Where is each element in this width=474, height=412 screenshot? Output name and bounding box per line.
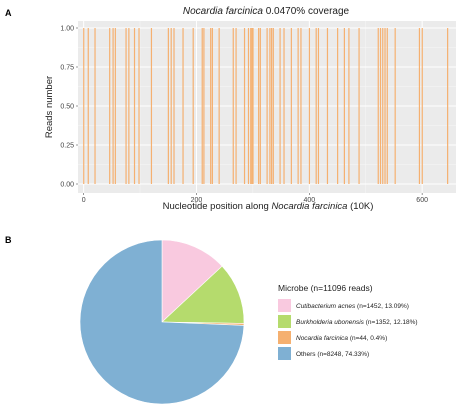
coverage-bar bbox=[87, 28, 89, 184]
y-tick-labels: 0.00 0.25 0.50 0.75 1.00 bbox=[60, 26, 78, 189]
coverage-bar bbox=[384, 28, 386, 184]
legend-entry: Nocardia farcinica (n=44, 0.4%) bbox=[296, 335, 387, 342]
coverage-bar bbox=[337, 28, 339, 184]
coverage-bar bbox=[317, 28, 320, 184]
coverage-bar bbox=[421, 28, 423, 184]
y-tick-label: 0.50 bbox=[60, 104, 74, 111]
coverage-bar bbox=[109, 28, 111, 184]
coverage-bar bbox=[386, 28, 388, 184]
coverage-bar bbox=[201, 28, 203, 184]
legend-title: Microbe (n=11096 reads) bbox=[278, 283, 373, 293]
coverage-bar bbox=[358, 28, 360, 184]
legend-swatch bbox=[278, 347, 291, 360]
coverage-bar bbox=[279, 28, 281, 184]
panel-label-b: B bbox=[5, 235, 12, 245]
coverage-bar bbox=[211, 28, 213, 184]
panel-label-a: A bbox=[5, 8, 12, 18]
coverage-bars bbox=[83, 28, 449, 184]
y-tick-label: 0.00 bbox=[60, 182, 74, 189]
coverage-bar bbox=[348, 28, 350, 184]
coverage-bar bbox=[258, 28, 260, 184]
coverage-bar bbox=[182, 28, 184, 184]
coverage-bar bbox=[418, 28, 421, 184]
coverage-bar bbox=[218, 28, 220, 184]
y-axis-title: Reads number bbox=[44, 76, 55, 138]
coverage-bar bbox=[251, 28, 253, 184]
coverage-bar bbox=[269, 28, 271, 184]
x-tick-label: 600 bbox=[416, 197, 428, 204]
legend: Cutibacterium acnes (n=1452, 13.09%) Burk… bbox=[278, 299, 418, 360]
coverage-bar bbox=[447, 28, 449, 184]
y-tick-label: 0.75 bbox=[60, 65, 74, 72]
coverage-bar bbox=[315, 28, 317, 184]
coverage-bar bbox=[192, 28, 194, 184]
coverage-bar bbox=[377, 28, 379, 184]
coverage-bar bbox=[394, 28, 396, 184]
title-coverage: 0.0470% coverage bbox=[263, 6, 350, 17]
x-tick-label: 0 bbox=[82, 197, 86, 204]
chart-title: Nocardia farcinica 0.0470% coverage bbox=[183, 6, 350, 17]
pie-chart bbox=[79, 239, 245, 405]
coverage-bar bbox=[379, 28, 382, 184]
coverage-bar bbox=[271, 28, 273, 184]
coverage-bar bbox=[243, 28, 246, 184]
coverage-bar bbox=[150, 28, 153, 184]
coverage-bar bbox=[94, 28, 96, 184]
coverage-bar bbox=[114, 28, 116, 184]
legend-swatch bbox=[278, 315, 291, 328]
pie-slice-cutibacterium-acnes bbox=[161, 239, 223, 323]
coverage-bar bbox=[290, 28, 292, 184]
coverage-bar bbox=[382, 28, 384, 184]
x-tick-labels: 0 200 400 600 bbox=[82, 193, 428, 204]
coverage-bar bbox=[297, 28, 299, 184]
coverage-bar bbox=[133, 28, 136, 184]
pie-slice-burkholderia-ubonensis bbox=[161, 265, 245, 324]
coverage-bar bbox=[272, 28, 274, 184]
x-axis-title: Nucleotide position along Nocardia farci… bbox=[163, 201, 374, 212]
coverage-bar bbox=[300, 28, 302, 184]
coverage-bar bbox=[83, 28, 85, 184]
x-tick-label: 200 bbox=[191, 197, 203, 204]
coverage-bar bbox=[138, 28, 140, 184]
x-axis-title-species: Nocardia farcinica bbox=[271, 201, 347, 212]
coverage-bar bbox=[266, 28, 268, 184]
coverage-bar bbox=[167, 28, 169, 184]
y-tick-label: 0.25 bbox=[60, 143, 74, 150]
coverage-bar bbox=[170, 28, 172, 184]
coverage-bar bbox=[247, 28, 250, 184]
coverage-bar bbox=[210, 28, 212, 184]
legend-entry: Burkholderia ubonensis (n=1352, 12.18%) bbox=[296, 319, 418, 326]
coverage-bar bbox=[173, 28, 175, 184]
coverage-bar bbox=[203, 28, 205, 184]
coverage-bar bbox=[259, 28, 261, 184]
coverage-bar bbox=[112, 28, 114, 184]
coverage-bar bbox=[250, 28, 252, 184]
coverage-bar bbox=[252, 28, 254, 184]
legend-entry: Others (n=8248, 74.33%) bbox=[296, 351, 369, 358]
legend-entry: Cutibacterium acnes (n=1452, 13.09%) bbox=[296, 303, 409, 310]
coverage-bar bbox=[232, 28, 234, 184]
legend-swatch bbox=[278, 299, 291, 312]
coverage-bar bbox=[235, 28, 237, 184]
coverage-bar bbox=[308, 28, 311, 184]
x-axis-title-suffix: (10K) bbox=[347, 201, 373, 212]
x-tick-label: 400 bbox=[303, 197, 315, 204]
pie-slice-others bbox=[79, 239, 245, 405]
x-axis-title-prefix: Nucleotide position along bbox=[163, 201, 272, 212]
legend-swatch bbox=[278, 331, 291, 344]
y-tick-label: 1.00 bbox=[60, 26, 74, 33]
coverage-bar bbox=[128, 28, 130, 184]
coverage-bar bbox=[125, 28, 127, 184]
title-species: Nocardia farcinica bbox=[183, 6, 263, 17]
coverage-bar bbox=[343, 28, 345, 184]
coverage-bar bbox=[326, 28, 329, 184]
coverage-bar bbox=[283, 28, 285, 184]
